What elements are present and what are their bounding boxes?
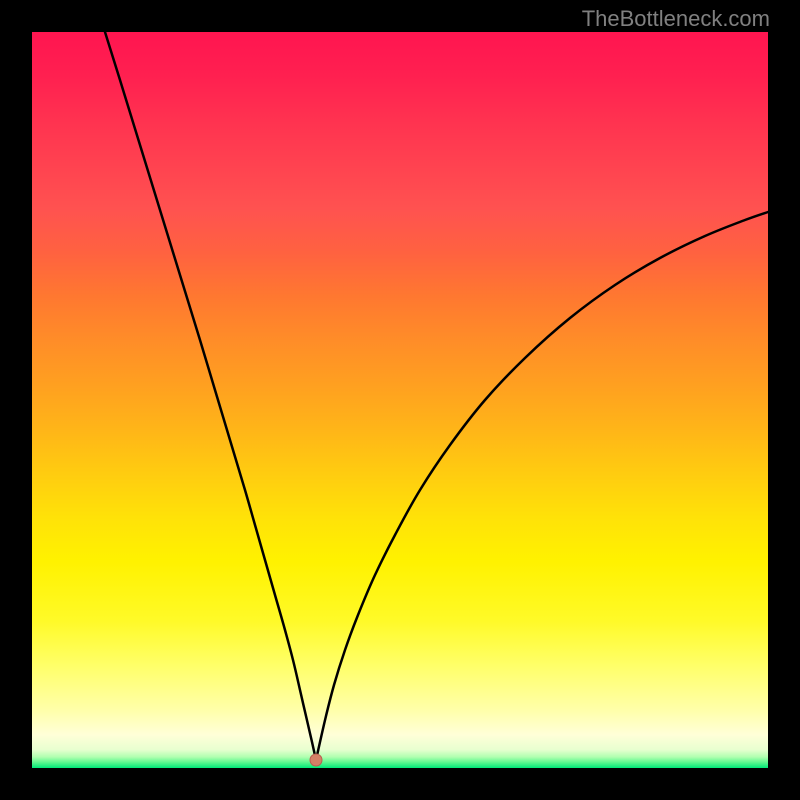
watermark-text: TheBottleneck.com bbox=[582, 6, 770, 32]
minimum-marker bbox=[310, 754, 322, 766]
plot-area bbox=[32, 32, 768, 768]
chart-svg bbox=[0, 0, 800, 800]
chart-container: TheBottleneck.com bbox=[0, 0, 800, 800]
